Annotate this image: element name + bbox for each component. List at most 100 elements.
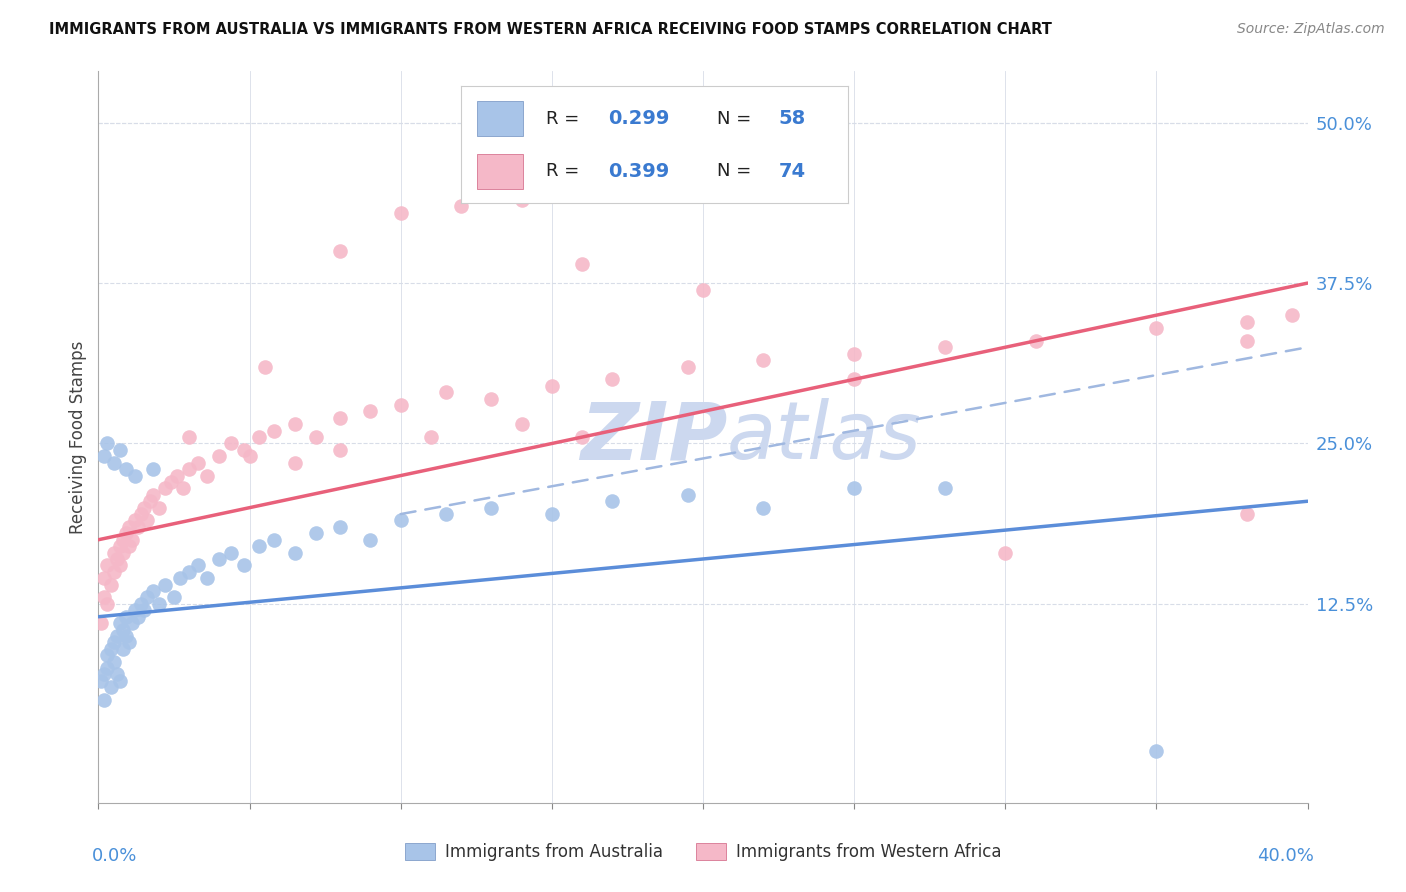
Point (108, 673, 131, 688)
Point (187, 558, 209, 573)
Point (124, 468, 146, 483)
Point (602, 494, 624, 508)
Point (111, 623, 134, 637)
Point (676, 488, 699, 502)
Point (103, 635, 125, 649)
Point (142, 488, 165, 502)
Point (96, 597, 118, 611)
Point (93, 450, 115, 464)
Point (481, 392, 503, 406)
Point (139, 494, 162, 508)
Point (389, 514, 412, 528)
Point (105, 629, 128, 643)
Text: 40.0%: 40.0% (1257, 847, 1313, 864)
Point (108, 616, 131, 631)
Point (263, 533, 285, 547)
Point (263, 424, 285, 438)
Point (100, 577, 122, 591)
Point (172, 482, 194, 496)
Point (135, 591, 157, 605)
Point (692, 283, 714, 297)
Point (434, 385, 457, 400)
Point (166, 468, 188, 483)
Point (631, 179, 654, 194)
Point (1236, 315, 1258, 329)
Text: IMMIGRANTS FROM AUSTRALIA VS IMMIGRANTS FROM WESTERN AFRICA RECEIVING FOOD STAMP: IMMIGRANTS FROM AUSTRALIA VS IMMIGRANTS … (49, 22, 1052, 37)
Point (329, 410, 352, 425)
Point (93, 667, 115, 681)
Point (105, 667, 128, 681)
Point (360, 404, 382, 418)
Point (124, 603, 146, 617)
Point (1236, 507, 1258, 521)
Point (253, 359, 276, 374)
Point (90, 673, 112, 688)
Point (232, 558, 254, 573)
Point (1144, 321, 1167, 335)
Point (114, 462, 136, 476)
Point (108, 558, 131, 573)
Point (844, 482, 866, 496)
Point (195, 468, 218, 483)
Point (389, 398, 412, 412)
Point (118, 539, 141, 553)
Point (247, 539, 270, 553)
Point (108, 539, 131, 553)
Text: atlas: atlas (727, 398, 922, 476)
Point (118, 635, 141, 649)
Point (118, 520, 141, 534)
Point (96, 436, 118, 450)
Point (676, 359, 699, 374)
Point (284, 545, 307, 559)
Y-axis label: Receiving Food Stamps: Receiving Food Stamps (69, 341, 87, 533)
Point (93, 571, 115, 585)
Point (124, 514, 146, 528)
Point (121, 533, 143, 547)
Point (148, 500, 170, 515)
Point (284, 456, 307, 470)
Point (187, 456, 209, 470)
Point (153, 577, 176, 591)
Point (844, 346, 866, 360)
Point (179, 565, 201, 579)
Point (179, 430, 201, 444)
Point (571, 430, 593, 444)
Point (90, 616, 112, 631)
Point (179, 462, 201, 476)
Point (540, 378, 562, 392)
Point (163, 591, 186, 605)
Point (127, 609, 149, 624)
Point (93, 693, 115, 707)
Point (142, 584, 165, 599)
Point (1281, 308, 1303, 322)
Point (1024, 334, 1046, 348)
Point (160, 475, 183, 489)
Point (434, 507, 457, 521)
Point (1236, 334, 1258, 348)
Point (994, 545, 1017, 559)
Point (360, 533, 382, 547)
Point (450, 199, 472, 213)
Point (208, 450, 231, 464)
Text: Source: ZipAtlas.com: Source: ZipAtlas.com (1237, 22, 1385, 37)
Point (103, 545, 125, 559)
Point (305, 526, 328, 541)
Point (111, 545, 134, 559)
Point (100, 681, 122, 695)
Point (752, 353, 775, 368)
Point (135, 514, 157, 528)
Point (114, 609, 136, 624)
Point (103, 565, 125, 579)
Point (103, 655, 125, 669)
Point (1144, 744, 1167, 758)
Point (169, 571, 191, 585)
Point (100, 641, 122, 656)
Point (481, 500, 503, 515)
Point (132, 500, 155, 515)
Point (844, 372, 866, 386)
Point (127, 520, 149, 534)
Point (221, 436, 243, 450)
Point (571, 257, 593, 271)
Point (329, 520, 352, 534)
Point (129, 597, 152, 611)
